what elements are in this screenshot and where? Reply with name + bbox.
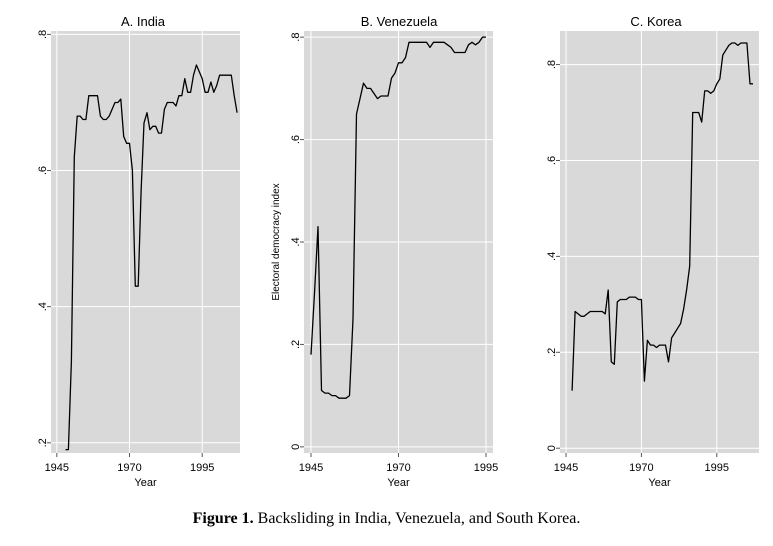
india-xtick-label-0: 1945 [45,462,69,474]
panel-venezuela: 0 .2 .4 .6 .8 1945 1970 1995 B. Venezuela Year Ele… [271,14,498,489]
india-ytick-label-2: .6 [37,166,49,175]
venezuela-ylabel: Electoral democracy index [271,183,282,300]
korea-xtick-label-0: 1945 [554,462,578,474]
venezuela-ytick-label-3: .6 [290,135,302,144]
korea-ytick-label-3: .6 [546,156,558,165]
india-ytick-label-0: .2 [37,438,49,447]
caption-label: Figure 1. [192,510,254,527]
korea-series-line-0 [571,42,753,391]
india-ytick-label-3: .8 [37,30,49,39]
india-xlabel: Year [134,477,157,489]
korea-ytick-label-0: 0 [546,445,558,451]
venezuela-xlabel: Year [387,477,410,489]
korea-ytick-label-2: .4 [546,252,558,261]
india-xtick-label-1: 1970 [117,462,141,474]
venezuela-ytick-label-0: 0 [290,444,302,450]
korea-plot-area [560,31,759,453]
india-title: A. India [121,14,166,29]
venezuela-xtick-label-1: 1970 [386,462,410,474]
venezuela-series-line-0 [310,36,486,399]
korea-ytick-label-1: .2 [546,348,558,357]
caption-text: Backsliding in India, Venezuela, and Sou… [257,510,581,527]
india-xtick-label-2: 1995 [190,462,214,474]
korea-xtick-label-2: 1995 [705,462,729,474]
korea-title: C. Korea [630,14,682,29]
venezuela-title: B. Venezuela [361,14,438,29]
india-ytick-label-1: .4 [37,302,49,311]
venezuela-xtick-label-0: 1945 [299,462,323,474]
korea-xtick-label-1: 1970 [629,462,653,474]
korea-xlabel: Year [648,477,671,489]
venezuela-ytick-label-2: .4 [290,237,302,246]
venezuela-ytick-label-1: .2 [290,340,302,349]
figure-caption: Figure 1. Backsliding in India, Venezuel… [0,510,773,528]
venezuela-xtick-label-2: 1995 [474,462,498,474]
panel-korea: 0 .2 .4 .6 .8 1945 1970 1995 C. Korea Year [546,14,759,489]
india-series-line-0 [65,64,238,451]
korea-ytick-label-4: .8 [546,60,558,69]
venezuela-ytick-label-4: .8 [290,33,302,42]
panel-india: .2 .4 .6 .8 1945 1970 1995 A. India Year [37,14,240,489]
india-plot-area [51,31,240,453]
